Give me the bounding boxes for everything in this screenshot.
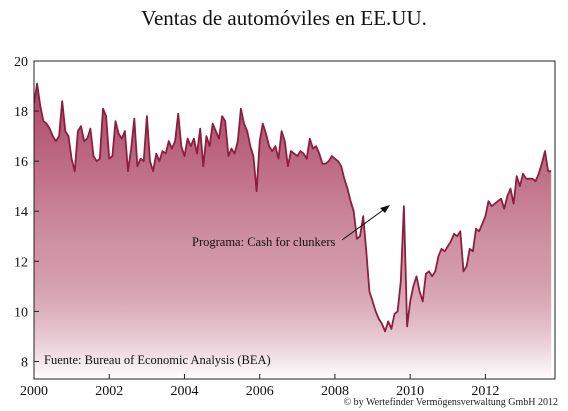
sales-line bbox=[34, 82, 552, 333]
y-tick-label: 14 bbox=[14, 205, 28, 220]
sales-area bbox=[34, 83, 552, 379]
x-tick-label: 2004 bbox=[170, 384, 198, 399]
x-tick-label: 2000 bbox=[20, 384, 48, 399]
y-tick-label: 18 bbox=[14, 105, 28, 120]
y-tick-label: 10 bbox=[14, 305, 28, 320]
plot-frame bbox=[33, 60, 556, 380]
annotation-arrow bbox=[341, 205, 390, 241]
x-tick-label: 2012 bbox=[471, 384, 499, 399]
y-tick-label: 16 bbox=[14, 155, 28, 170]
y-tick-label: 20 bbox=[14, 55, 28, 70]
x-tick-label: 2010 bbox=[396, 384, 424, 399]
chart-title: Ventas de automóviles en EE.UU. bbox=[141, 6, 427, 30]
source-label: Fuente: Bureau of Economic Analysis (BEA… bbox=[44, 353, 271, 367]
x-tick-label: 2006 bbox=[246, 384, 274, 399]
x-tick-label: 2008 bbox=[321, 384, 349, 399]
y-tick-label: 8 bbox=[21, 355, 28, 370]
credit-label: © by Wertefinder Vermögensverwaltung Gmb… bbox=[343, 397, 558, 408]
annotation-label: Programa: Cash for clunkers bbox=[192, 235, 336, 249]
x-tick-label: 2002 bbox=[95, 384, 123, 399]
y-tick-label: 12 bbox=[14, 255, 28, 270]
